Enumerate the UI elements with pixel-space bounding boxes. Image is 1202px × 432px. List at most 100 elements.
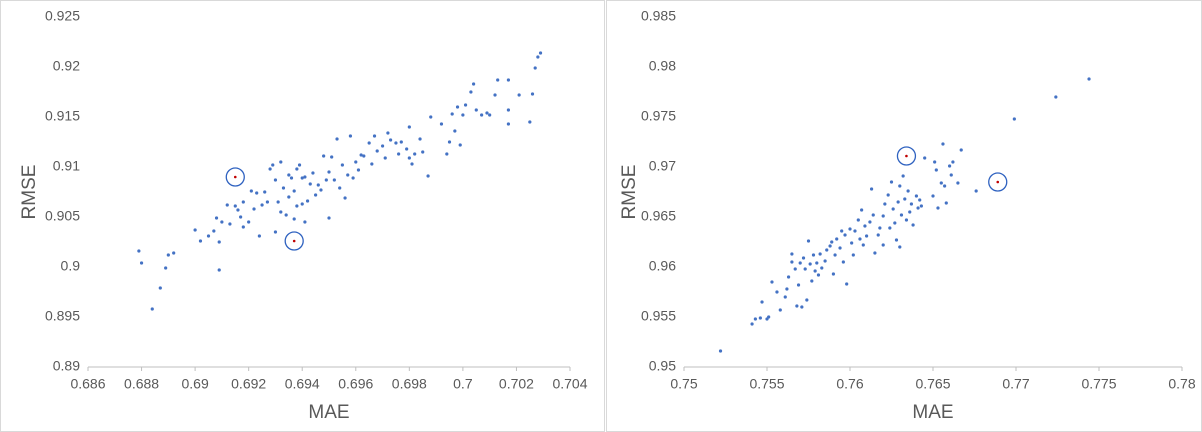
y-tick-label: 0.89 — [53, 358, 80, 374]
point — [770, 280, 774, 284]
point — [801, 256, 806, 260]
point — [295, 204, 299, 208]
point — [316, 183, 320, 187]
point — [810, 279, 814, 283]
point — [796, 283, 801, 287]
point — [370, 162, 374, 166]
point — [948, 164, 952, 168]
point — [530, 92, 535, 96]
point — [380, 144, 385, 148]
point — [485, 111, 489, 115]
point — [394, 141, 398, 145]
point — [335, 137, 339, 141]
point — [268, 167, 272, 171]
point — [297, 163, 302, 167]
point — [753, 317, 757, 321]
x-tick-label: 0.694 — [285, 376, 320, 392]
point — [816, 273, 821, 277]
point — [758, 316, 762, 320]
point — [463, 103, 468, 107]
point — [903, 197, 907, 201]
point — [798, 261, 802, 265]
point — [300, 202, 304, 206]
point — [790, 260, 794, 264]
point — [292, 239, 296, 243]
highlight-ring — [284, 231, 304, 251]
point — [421, 150, 425, 154]
point — [869, 187, 874, 191]
point — [898, 245, 902, 249]
point — [303, 175, 307, 179]
point — [362, 154, 366, 158]
point — [372, 134, 377, 138]
point — [850, 241, 854, 245]
point — [289, 176, 294, 180]
point — [260, 203, 264, 207]
point — [898, 184, 902, 188]
point — [241, 225, 245, 229]
point — [233, 175, 237, 179]
point — [300, 176, 304, 180]
point — [150, 307, 154, 311]
point — [533, 66, 537, 70]
point — [828, 244, 832, 248]
point — [818, 252, 822, 256]
point — [506, 78, 511, 82]
point — [894, 238, 899, 242]
point — [888, 226, 892, 230]
point — [871, 213, 875, 217]
point — [164, 266, 168, 270]
point — [276, 200, 280, 204]
point — [359, 153, 363, 157]
point — [172, 251, 176, 255]
point — [536, 55, 540, 59]
point — [212, 229, 216, 233]
x-tick-label: 0.775 — [1081, 376, 1116, 392]
point — [919, 204, 923, 208]
point — [228, 222, 232, 226]
y-tick-label: 0.9 — [61, 258, 81, 274]
point — [332, 178, 336, 182]
point — [247, 220, 251, 224]
point — [426, 174, 430, 178]
x-tick-label: 0.75 — [670, 376, 697, 392]
point — [346, 173, 350, 177]
point — [450, 112, 454, 116]
point — [718, 349, 723, 353]
point — [830, 240, 834, 244]
point — [236, 208, 240, 212]
point — [319, 188, 323, 192]
point — [820, 266, 824, 270]
point — [853, 229, 857, 233]
point — [137, 249, 141, 253]
point — [383, 156, 387, 160]
point — [279, 210, 283, 214]
x-tick-label: 0.76 — [836, 376, 863, 392]
x-tick-label: 0.698 — [392, 376, 427, 392]
point — [493, 93, 497, 97]
y-tick-label: 0.97 — [649, 158, 676, 174]
point — [883, 202, 887, 206]
point — [453, 129, 457, 133]
point — [367, 141, 371, 145]
point — [941, 142, 945, 146]
y-tick-label: 0.905 — [45, 208, 80, 224]
point — [861, 243, 865, 247]
point — [273, 230, 278, 234]
point — [314, 193, 318, 197]
point — [517, 93, 521, 97]
x-tick-label: 0.692 — [231, 376, 266, 392]
point — [959, 148, 963, 152]
point — [790, 252, 794, 256]
x-tick-label: 0.78 — [1168, 376, 1195, 392]
point — [843, 233, 847, 237]
point — [838, 246, 842, 250]
point — [257, 234, 261, 238]
point — [292, 189, 296, 193]
point — [944, 201, 948, 205]
point — [496, 78, 500, 82]
point — [528, 120, 532, 124]
point — [904, 218, 909, 222]
point — [214, 216, 219, 220]
point — [833, 253, 837, 257]
